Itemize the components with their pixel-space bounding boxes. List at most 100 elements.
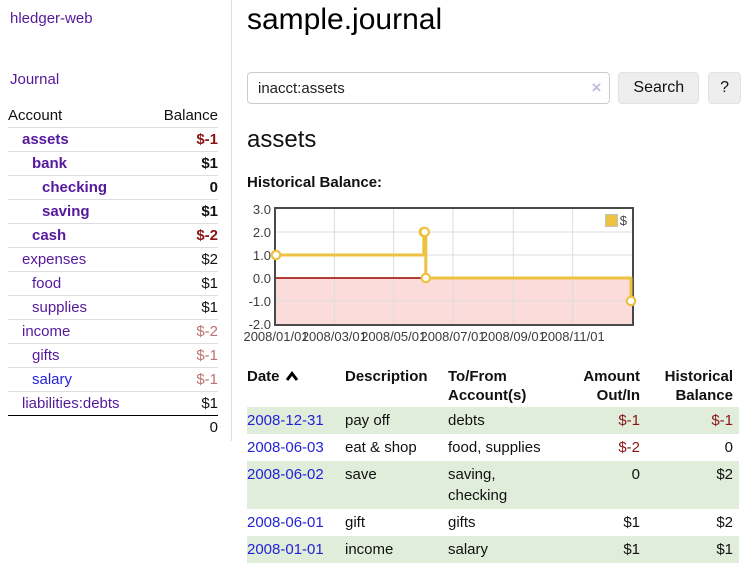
account-row-saving: saving $1 — [8, 199, 218, 224]
sort-ascending-icon — [285, 371, 298, 381]
search-button[interactable]: Search — [618, 72, 700, 104]
accounts-header-account: Account — [8, 107, 63, 124]
account-row-salary: salary $-1 — [8, 367, 218, 392]
x-tick-label: 2008/07/01 — [420, 329, 486, 344]
account-balance: $1 — [149, 391, 218, 416]
y-tick-label: 0.0 — [252, 271, 271, 286]
account-link-food[interactable]: food — [32, 275, 62, 292]
account-link-salary[interactable]: salary — [32, 371, 73, 388]
account-row-bank: bank $1 — [8, 151, 218, 176]
sidebar: hledger-web Journal Account Balance asse… — [0, 0, 232, 441]
transaction-balance: $-1 — [711, 412, 733, 429]
chart-title: Historical Balance: — [247, 174, 383, 191]
y-tick-label: 2.0 — [252, 225, 271, 240]
help-button[interactable]: ? — [708, 72, 741, 104]
y-tick-label: -2.0 — [248, 317, 271, 332]
transaction-description: save — [345, 466, 377, 483]
transaction-date-link[interactable]: 2008-12-31 — [247, 412, 324, 429]
transaction-amount: $1 — [623, 541, 640, 558]
x-tick-label: 2008/03/01 — [301, 329, 367, 344]
chart-marker — [419, 226, 431, 238]
register-row: 2008-06-03 eat & shop food, supplies $-2… — [247, 434, 739, 461]
app-layout: hledger-web Journal Account Balance asse… — [0, 0, 741, 563]
account-link-assets[interactable]: assets — [22, 131, 69, 148]
register-row: 2008-01-01 income salary $1 $1 — [247, 536, 739, 563]
account-balance: $-1 — [149, 343, 218, 368]
account-row-income: income $-2 — [8, 319, 218, 344]
account-row-cash: cash $-2 — [8, 223, 218, 248]
transaction-description: eat & shop — [345, 439, 417, 456]
account-link-cash[interactable]: cash — [32, 227, 67, 244]
transaction-accounts: food, supplies — [448, 439, 541, 456]
account-heading: assets — [247, 126, 317, 153]
accounts-header-row: Account Balance — [8, 104, 218, 128]
transaction-accounts: saving, checking — [448, 466, 508, 504]
transaction-accounts: debts — [448, 412, 485, 429]
accounts-total-value: 0 — [149, 415, 218, 439]
transaction-balance: 0 — [724, 439, 733, 456]
account-link-gifts[interactable]: gifts — [32, 347, 60, 364]
transaction-description: income — [345, 541, 394, 558]
transaction-date-link[interactable]: 2008-01-01 — [247, 541, 324, 558]
transaction-description: gift — [345, 514, 366, 531]
account-link-expenses[interactable]: expenses — [22, 251, 87, 268]
page-title: sample.journal — [247, 3, 443, 36]
register-header-balance: Historical Balance — [664, 368, 733, 404]
transaction-amount: $-1 — [618, 412, 640, 429]
account-balance: $-1 — [149, 367, 218, 392]
account-balance: $-2 — [149, 319, 218, 344]
register-header-account: To/From Account(s) — [448, 368, 527, 404]
account-balance: $-2 — [149, 223, 218, 248]
x-tick-label: 2008/01/01 — [243, 329, 309, 344]
transaction-amount: $1 — [623, 514, 640, 531]
account-balance: $2 — [149, 247, 218, 272]
account-link-bank[interactable]: bank — [32, 155, 68, 172]
main-content: sample.journal × Search ? assets Histori… — [243, 0, 741, 563]
transaction-balance: $1 — [716, 541, 733, 558]
sidebar-item-journal[interactable]: Journal — [10, 71, 60, 88]
legend-label: $ — [619, 213, 627, 228]
register-header-row: Date Description To/From Account(s) Amou… — [247, 365, 739, 407]
brand-link[interactable]: hledger-web — [10, 10, 93, 27]
account-link-income[interactable]: income — [22, 323, 71, 340]
chart-canvas — [270, 209, 637, 324]
account-link-liabilities-debts[interactable]: liabilities:debts — [22, 395, 120, 412]
transaction-description: pay off — [345, 412, 390, 429]
clear-search-icon[interactable]: × — [591, 78, 602, 97]
account-link-saving[interactable]: saving — [42, 203, 90, 220]
transaction-date-link[interactable]: 2008-06-01 — [247, 514, 324, 531]
search-input-wrap: × — [247, 72, 611, 104]
transaction-balance: $2 — [716, 466, 733, 483]
register-header-amount: Amount Out/In — [583, 368, 640, 404]
register-header-date: Date — [247, 365, 345, 407]
account-balance: $1 — [149, 271, 218, 296]
chart-marker — [625, 295, 637, 307]
legend-swatch-icon — [604, 214, 618, 227]
account-balance: 0 — [149, 175, 218, 200]
account-link-supplies[interactable]: supplies — [32, 299, 88, 316]
transaction-date-link[interactable]: 2008-06-02 — [247, 466, 324, 483]
x-tick-label: 2008/05/01 — [361, 329, 427, 344]
account-balance: $-1 — [149, 127, 218, 152]
account-row-supplies: supplies $1 — [8, 295, 218, 320]
y-tick-label: -1.0 — [248, 294, 271, 309]
account-row-food: food $1 — [8, 271, 218, 296]
account-balance: $1 — [149, 199, 218, 224]
transaction-balance: $2 — [716, 514, 733, 531]
register-row: 2008-06-01 gift gifts $1 $2 — [247, 509, 739, 536]
transaction-accounts: salary — [448, 541, 489, 558]
transaction-date-link[interactable]: 2008-06-03 — [247, 439, 324, 456]
account-row-checking: checking 0 — [8, 175, 218, 200]
transaction-accounts: gifts — [448, 514, 476, 531]
register-row: 2008-12-31 pay off debts $-1 $-1 — [247, 407, 739, 434]
transaction-amount: $-2 — [618, 439, 640, 456]
chart-marker — [420, 272, 432, 284]
accounts-header-balance: Balance — [163, 107, 218, 124]
account-row-gifts: gifts $-1 — [8, 343, 218, 368]
register-table: Date Description To/From Account(s) Amou… — [247, 365, 739, 563]
search-input[interactable] — [247, 72, 611, 104]
account-row-liabilities-debts: liabilities:debts $1 — [8, 391, 218, 416]
register-header-description: Description — [345, 368, 428, 385]
transaction-amount: 0 — [631, 466, 640, 483]
account-link-checking[interactable]: checking — [42, 179, 108, 196]
